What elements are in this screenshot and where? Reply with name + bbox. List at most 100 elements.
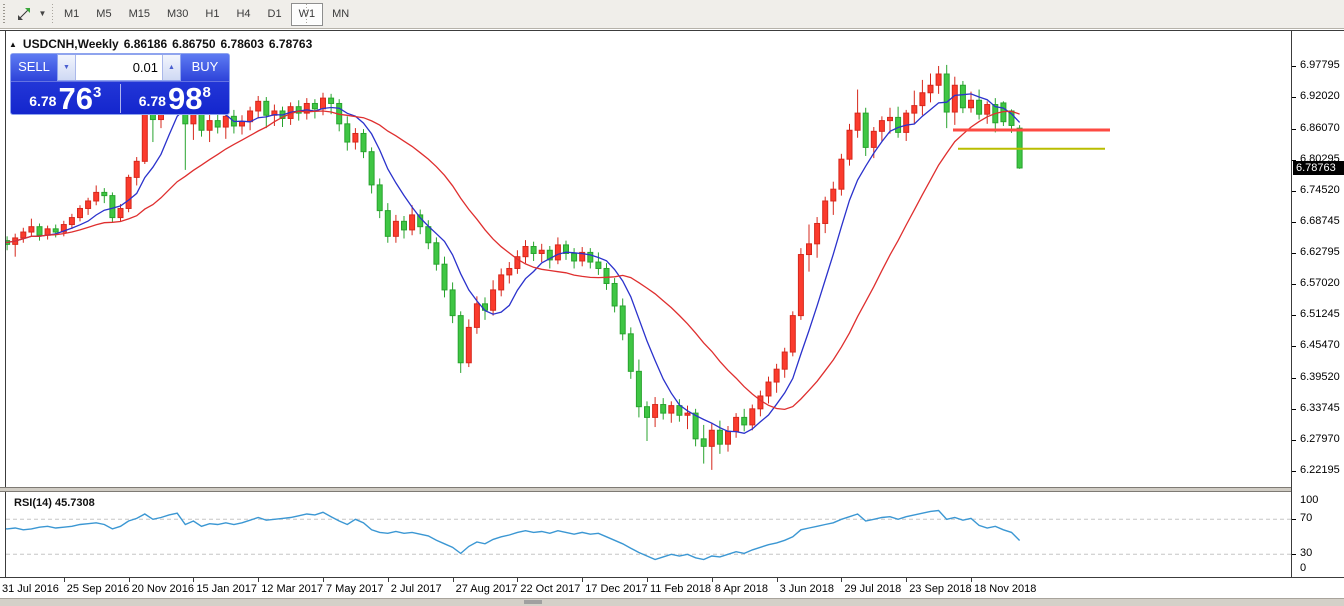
date-axis-label: 22 Oct 2017 <box>520 583 581 595</box>
timeframe-button-h1[interactable]: H1 <box>205 8 220 20</box>
candle <box>822 196 829 234</box>
date-axis-label: 3 Jun 2018 <box>779 583 835 595</box>
timeframe-button-m30[interactable]: M30 <box>166 8 189 20</box>
date-axis[interactable]: 31 Jul 2016 25 Sep 2016 20 Nov 2016 15 Jan … <box>0 577 1344 598</box>
sell-button[interactable]: SELL <box>11 54 57 81</box>
candle <box>133 157 140 186</box>
timeframe-button-h4[interactable]: H4 <box>236 8 251 20</box>
sell-price[interactable]: 6.78 76 3 <box>11 81 120 115</box>
candle <box>12 233 19 257</box>
candle <box>44 225 51 240</box>
candle <box>984 101 991 124</box>
rsi-indicator-pane[interactable] <box>6 492 1291 577</box>
candle <box>765 376 772 404</box>
price-tick <box>1292 66 1296 67</box>
candle <box>392 214 399 243</box>
date-tick <box>647 578 648 582</box>
ohlc-high: 6.86750 <box>172 37 216 51</box>
candle <box>457 311 464 373</box>
trade-arrows-icon[interactable] <box>12 3 36 24</box>
candle <box>522 240 529 264</box>
candle <box>789 311 796 357</box>
date-tick <box>711 578 713 582</box>
one-click-trading-panel: SELL ▼ 0.01 ▲ BUY 6.78 76 3 6.78 98 8 <box>10 53 230 115</box>
toolbar-grip[interactable] <box>3 4 5 24</box>
sell-price-big: 76 <box>58 81 93 115</box>
candle <box>595 252 602 275</box>
timeframe-button-m5[interactable]: M5 <box>96 8 112 20</box>
date-tick <box>452 578 454 582</box>
candle <box>773 363 780 393</box>
date-axis-label: 18 Nov 2018 <box>974 583 1037 595</box>
volume-decrease-button[interactable]: ▼ <box>58 55 76 80</box>
timeframe-button-mn[interactable]: MN <box>332 8 350 20</box>
buy-price-sup: 8 <box>202 84 211 101</box>
ohlc-close: 6.78763 <box>268 37 313 51</box>
price-tick <box>1292 284 1296 286</box>
price-axis[interactable]: 6.97795 6.92020 6.86070 6.80295 6.74520 6.687… <box>1291 31 1344 577</box>
pane-splitter[interactable] <box>0 487 1344 492</box>
candle <box>951 76 958 125</box>
candle <box>716 420 723 454</box>
buy-price[interactable]: 6.78 98 8 <box>121 82 230 114</box>
candle <box>239 115 245 135</box>
rsi-axis-label: 70 <box>1300 512 1313 525</box>
candle <box>635 359 642 418</box>
candle <box>968 91 974 113</box>
candle <box>344 116 351 151</box>
candle <box>627 327 634 379</box>
candle <box>222 110 229 139</box>
candle <box>611 278 618 313</box>
triangle-up-icon[interactable]: ▲ <box>9 39 17 49</box>
candle <box>20 227 27 243</box>
volume-increase-button[interactable]: ▲ <box>162 55 180 80</box>
candle <box>384 203 391 243</box>
date-tick <box>128 578 130 582</box>
price-tick <box>1292 378 1296 380</box>
date-tick <box>63 578 65 582</box>
candle <box>684 405 691 430</box>
candle <box>887 107 893 134</box>
timeframe-button-d1[interactable]: D1 <box>267 8 282 20</box>
date-tick <box>971 578 972 582</box>
candle <box>401 215 407 239</box>
candle <box>1016 125 1023 169</box>
candle <box>352 128 359 150</box>
chart-frame-top <box>0 30 1344 31</box>
candle <box>895 106 902 138</box>
timeframe-button-m1[interactable]: M1 <box>64 8 80 20</box>
scroll-notch[interactable] <box>524 600 542 604</box>
candle <box>814 217 821 258</box>
price-axis-label: 6.74520 <box>1300 183 1340 196</box>
candle <box>571 248 578 269</box>
candle <box>336 99 343 132</box>
candle <box>117 204 124 222</box>
date-axis-label: 11 Feb 2018 <box>650 583 711 595</box>
candle <box>563 240 569 260</box>
candle <box>797 248 804 320</box>
date-axis-label: 31 Jul 2016 <box>2 583 59 595</box>
price-tick <box>1292 346 1296 348</box>
candle <box>935 65 942 94</box>
candle <box>473 296 480 334</box>
buy-button[interactable]: BUY <box>181 54 229 81</box>
timeframe-button-m15[interactable]: M15 <box>128 8 150 20</box>
chevron-down-icon[interactable]: ▼ <box>38 9 47 18</box>
toolbar-separator <box>306 4 307 23</box>
candle <box>927 73 934 103</box>
price-axis-label: 6.27970 <box>1300 433 1340 446</box>
price-tick <box>1292 221 1296 223</box>
price-axis-label: 6.22195 <box>1300 463 1340 476</box>
price-tick <box>1292 128 1296 130</box>
candle <box>749 404 756 431</box>
sell-price-prefix: 6.78 <box>29 93 57 109</box>
price-axis-label: 6.45470 <box>1300 339 1340 352</box>
rsi-tick <box>1292 519 1296 521</box>
date-axis-label: 27 Aug 2017 <box>455 583 518 595</box>
candle <box>255 95 262 119</box>
date-axis-label: 29 Jul 2018 <box>844 583 902 595</box>
candle <box>700 424 707 464</box>
volume-input[interactable]: 0.01 <box>132 60 158 75</box>
symbol-period-label: USDCNH,Weekly <box>22 37 119 51</box>
